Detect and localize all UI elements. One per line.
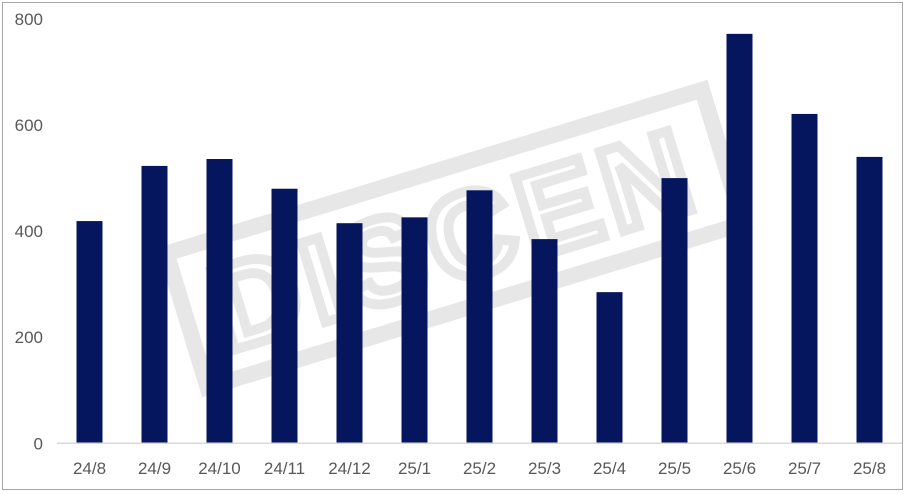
x-tick-label: 25/6 xyxy=(723,459,756,478)
bar-24-12 xyxy=(336,223,363,444)
y-tick-label: 400 xyxy=(15,222,43,241)
x-tick-label: 24/12 xyxy=(328,459,371,478)
x-tick-label: 25/5 xyxy=(658,459,691,478)
bar-25-5 xyxy=(661,178,688,444)
x-tick-label: 25/1 xyxy=(398,459,431,478)
bar-25-3 xyxy=(531,239,558,444)
x-tick-label: 25/8 xyxy=(853,459,886,478)
x-tick-label: 25/3 xyxy=(528,459,561,478)
bar-24-8 xyxy=(76,221,103,444)
x-tick-label: 24/9 xyxy=(138,459,171,478)
bar-25-8 xyxy=(856,156,883,444)
bar-25-6 xyxy=(726,33,753,444)
x-tick-label: 25/4 xyxy=(593,459,626,478)
y-tick-label: 0 xyxy=(34,434,43,453)
y-tick-label: 600 xyxy=(15,116,43,135)
watermark-logo: DISCEN xyxy=(156,79,754,398)
x-tick-label: 24/8 xyxy=(73,459,106,478)
x-tick-label: 25/7 xyxy=(788,459,821,478)
y-tick-label: 800 xyxy=(15,10,43,29)
y-tick-label: 200 xyxy=(15,328,43,347)
bar-25-7 xyxy=(791,113,818,444)
bar-25-4 xyxy=(596,292,623,444)
bar-24-9 xyxy=(141,165,168,444)
bar-24-10 xyxy=(206,159,233,444)
x-tick-label: 24/11 xyxy=(264,459,305,478)
x-tick-label: 25/2 xyxy=(463,459,496,478)
bar-24-11 xyxy=(271,188,298,444)
x-tick-label: 24/10 xyxy=(198,459,241,478)
bar-25-2 xyxy=(466,190,493,444)
bar-25-1 xyxy=(401,217,428,444)
